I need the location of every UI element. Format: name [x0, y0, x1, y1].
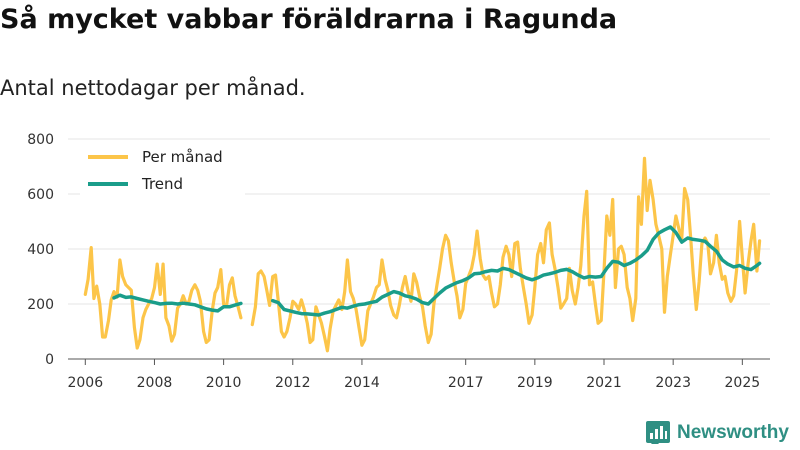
y-tick-label: 0 — [45, 352, 54, 368]
chart-title: Så mycket vabbar föräldrarna i Ragunda — [0, 4, 618, 35]
brand-name: Newsworthy — [677, 422, 789, 443]
y-tick-label: 200 — [27, 297, 54, 313]
newsworthy-logo-icon — [646, 421, 670, 444]
x-tick-label: 2014 — [344, 375, 380, 391]
x-tick-label: 2008 — [137, 375, 173, 391]
series-line-segment — [270, 225, 762, 317]
brand[interactable]: Newsworthy — [645, 420, 789, 446]
series-layer — [83, 156, 762, 353]
series-line-segment — [250, 156, 762, 353]
y-axis-ticks: 0 200 400 600 800 — [27, 132, 54, 368]
series-line-segment — [112, 293, 243, 313]
x-tick-label: 2025 — [725, 375, 761, 391]
legend-label: Per månad — [142, 148, 223, 166]
x-tick-label: 2006 — [67, 375, 103, 391]
x-tick-label: 2023 — [655, 375, 691, 391]
legend-background — [80, 143, 245, 195]
x-tick-label: 2019 — [517, 375, 553, 391]
x-tick-label: 2012 — [275, 375, 311, 391]
x-tick-label: 2021 — [586, 375, 622, 391]
legend: Per månad Trend — [80, 143, 245, 195]
legend-label: Trend — [141, 175, 183, 193]
chart-subtitle: Antal nettodagar per månad. — [0, 76, 306, 100]
y-tick-label: 800 — [27, 132, 54, 148]
x-tick-label: 2010 — [206, 375, 242, 391]
y-tick-label: 400 — [27, 242, 54, 258]
x-tick-label: 2017 — [448, 375, 484, 391]
series-line-segment — [83, 246, 243, 350]
x-axis-ticks: 2006 2008 2010 2012 2014 2017 2019 2021 2023 2025 — [67, 359, 760, 391]
y-tick-label: 600 — [27, 187, 54, 203]
series-per-manad — [83, 156, 762, 353]
series-trend — [112, 225, 762, 317]
